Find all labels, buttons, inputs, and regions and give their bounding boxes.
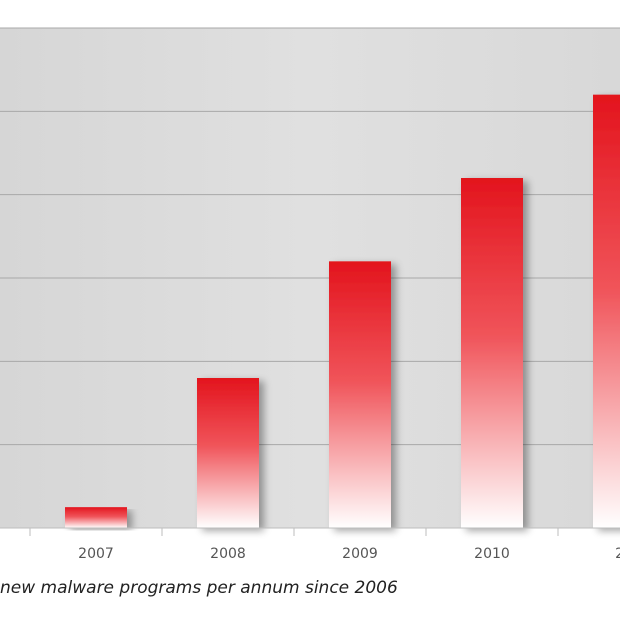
x-tick-label: 2007 (78, 546, 114, 562)
bars (65, 94, 620, 529)
x-tick-label: 20 (615, 546, 620, 562)
x-tick-label: 2009 (342, 546, 378, 562)
bar-2008 (197, 378, 259, 528)
x-tick-label: 2008 (210, 546, 246, 562)
gridlines (0, 27, 620, 446)
bar-2007 (65, 507, 127, 528)
malware-bar-chart: 2007 2008 2009 2010 20 (0, 27, 620, 562)
bar-2010 (461, 178, 523, 528)
bar-2009 (329, 261, 391, 528)
x-tick-label: 2010 (474, 546, 510, 562)
bar-2011 (593, 94, 620, 529)
x-ticks (29, 528, 559, 536)
x-tick-labels: 2007 2008 2009 2010 20 (78, 546, 620, 562)
chart-caption: new malware programs per annum since 200… (0, 578, 398, 598)
